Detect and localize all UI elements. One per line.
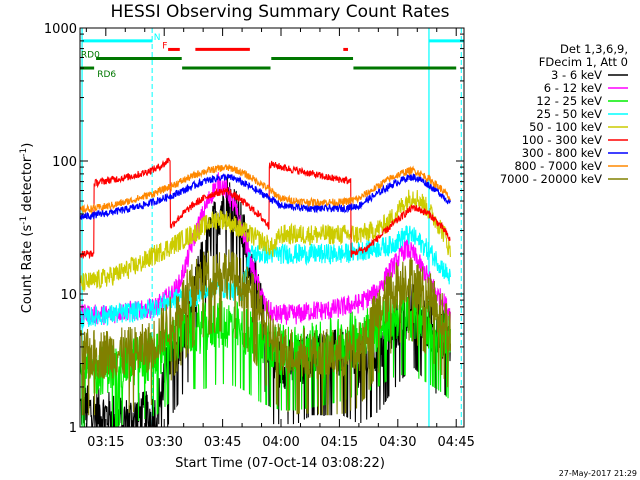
y-tick-label-1: 1 [69, 421, 77, 436]
x-tick-label-03-45: 03:45 [204, 435, 241, 450]
legend-label-25-50-kev: 25 - 50 keV [536, 107, 602, 121]
y-axis-label: Count Rate (s-1 detector-1) [19, 143, 35, 314]
chart-title: HESSI Observing Summary Count Rates [110, 2, 449, 22]
legend-label-300-800-kev: 300 - 800 keV [522, 146, 602, 160]
state-bar-label-rd6: RD6 [97, 70, 116, 80]
axes: 1 10 100 1000 03:15 03:30 03:45 04:00 04:15 04:30… [44, 22, 475, 450]
series-line-100-300-kev [79, 157, 451, 260]
state-bar-label-n: N [154, 33, 161, 43]
series-line-800-7000-kev [79, 164, 451, 215]
series-line-7000-20000-kev [79, 249, 451, 416]
legend-header-0: Det 1,3,6,9, [560, 42, 628, 56]
series-line-300-800-kev [79, 173, 451, 220]
series-line-50-100-kev [79, 189, 451, 292]
state-bar-label-rd0: RD0 [81, 50, 100, 60]
legend-label-50-100-kev: 50 - 100 keV [529, 120, 602, 134]
plot-area: NF RD0 RD6 [79, 28, 464, 428]
x-tick-label-04-45: 04:45 [437, 435, 474, 450]
legend-label-6-12-kev: 6 - 12 keV [544, 81, 602, 95]
plot-frame [79, 27, 465, 428]
legend-label-12-25-kev: 12 - 25 keV [536, 94, 602, 108]
y-tick-label-10: 10 [60, 288, 77, 303]
state-bar-label-f: F [162, 41, 167, 51]
y-tick-label-1000: 1000 [44, 22, 77, 37]
x-tick-label-03-15: 03:15 [87, 435, 124, 450]
x-tick-label-04-15: 04:15 [321, 435, 358, 450]
timestamp: 27-May-2017 21:29 [559, 469, 637, 478]
x-axis-label: Start Time (07-Oct-14 03:08:22) [175, 456, 385, 471]
x-tick-label-04-30: 04:30 [379, 435, 416, 450]
legend-label-800-7000-kev: 800 - 7000 keV [514, 159, 602, 173]
legend-label-3-6-kev: 3 - 6 keV [551, 68, 602, 82]
legend-label-100-300-kev: 100 - 300 keV [522, 133, 602, 147]
legend-label-7000-20000-kev: 7000 - 20000 keV [500, 172, 602, 186]
x-tick-label-04-00: 04:00 [262, 435, 299, 450]
y-tick-label-100: 100 [52, 155, 77, 170]
series-line-25-50-kev [79, 224, 451, 329]
x-tick-label-03-30: 03:30 [145, 435, 182, 450]
legend-header-1: FDecim 1, Att 0 [539, 55, 628, 69]
